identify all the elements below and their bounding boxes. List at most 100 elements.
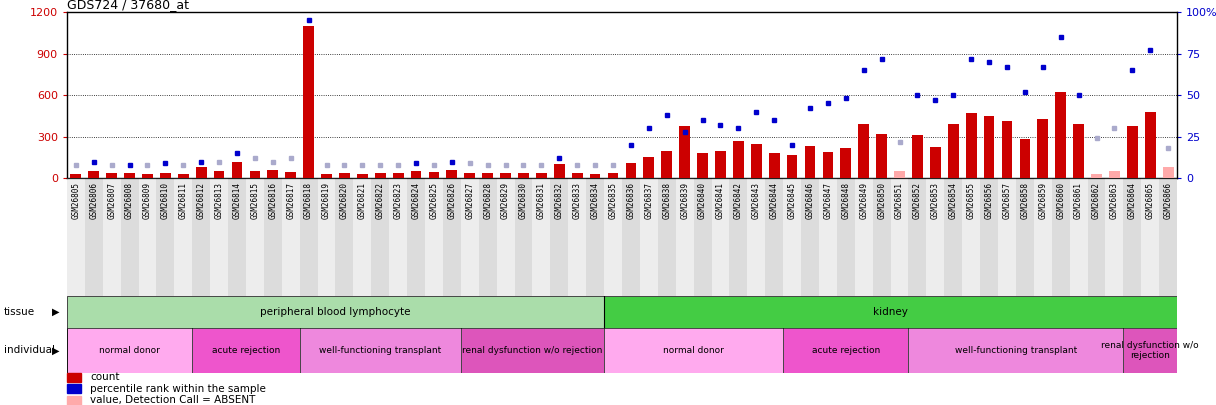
Text: GSM26834: GSM26834 bbox=[591, 182, 599, 219]
Text: GSM26865: GSM26865 bbox=[1145, 182, 1155, 219]
Text: GSM26805: GSM26805 bbox=[72, 182, 80, 219]
Text: GSM26843: GSM26843 bbox=[751, 182, 761, 219]
Bar bbox=[1055, 92, 1066, 178]
Bar bbox=[214, 171, 225, 178]
Bar bbox=[783, 178, 801, 296]
Text: GSM26856: GSM26856 bbox=[985, 182, 993, 219]
Text: GSM26811: GSM26811 bbox=[179, 182, 187, 219]
Text: GSM26820: GSM26820 bbox=[340, 182, 349, 219]
Bar bbox=[680, 126, 689, 178]
Bar bbox=[1105, 178, 1124, 296]
Bar bbox=[85, 178, 102, 296]
Bar bbox=[536, 173, 547, 178]
Bar bbox=[769, 153, 779, 178]
Text: GDS724 / 37680_at: GDS724 / 37680_at bbox=[67, 0, 188, 11]
Text: GSM26835: GSM26835 bbox=[608, 182, 618, 219]
Bar bbox=[192, 328, 299, 373]
Bar bbox=[658, 178, 676, 296]
Bar bbox=[124, 173, 135, 178]
Text: GSM26818: GSM26818 bbox=[304, 182, 313, 219]
Text: renal dysfunction w/o
rejection: renal dysfunction w/o rejection bbox=[1102, 341, 1199, 360]
Bar bbox=[174, 178, 192, 296]
Bar bbox=[908, 178, 927, 296]
Bar bbox=[465, 173, 475, 178]
Bar bbox=[514, 178, 533, 296]
Text: GSM26829: GSM26829 bbox=[501, 182, 510, 219]
Text: GSM26849: GSM26849 bbox=[860, 182, 868, 219]
Text: peripheral blood lymphocyte: peripheral blood lymphocyte bbox=[260, 307, 411, 317]
Bar bbox=[945, 178, 962, 296]
Bar bbox=[196, 167, 207, 178]
Bar bbox=[643, 158, 654, 178]
Bar bbox=[249, 171, 260, 178]
Bar bbox=[715, 151, 726, 178]
Bar bbox=[1127, 126, 1138, 178]
Bar bbox=[787, 155, 798, 178]
Text: ▶: ▶ bbox=[52, 345, 60, 355]
Bar bbox=[697, 153, 708, 178]
Text: GSM26857: GSM26857 bbox=[1002, 182, 1012, 219]
Bar bbox=[1109, 171, 1120, 178]
Text: acute rejection: acute rejection bbox=[212, 346, 280, 355]
Bar bbox=[751, 144, 761, 178]
Bar bbox=[1144, 112, 1155, 178]
Bar bbox=[1142, 178, 1159, 296]
Bar bbox=[966, 113, 976, 178]
Bar bbox=[1034, 178, 1052, 296]
Bar bbox=[873, 178, 890, 296]
Bar bbox=[371, 178, 389, 296]
Bar bbox=[1124, 178, 1142, 296]
Text: GSM26819: GSM26819 bbox=[322, 182, 331, 219]
Bar bbox=[608, 173, 619, 178]
Bar bbox=[161, 173, 170, 178]
Bar bbox=[89, 171, 100, 178]
Text: GSM26826: GSM26826 bbox=[447, 182, 456, 219]
Bar bbox=[496, 178, 514, 296]
Bar bbox=[551, 178, 568, 296]
Text: GSM26846: GSM26846 bbox=[805, 182, 815, 219]
Text: GSM26813: GSM26813 bbox=[214, 182, 224, 219]
Bar bbox=[192, 178, 210, 296]
Bar bbox=[604, 296, 1177, 328]
Text: value, Detection Call = ABSENT: value, Detection Call = ABSENT bbox=[90, 395, 255, 405]
Text: well-functioning transplant: well-functioning transplant bbox=[955, 346, 1077, 355]
Bar bbox=[1091, 174, 1102, 178]
Text: GSM26806: GSM26806 bbox=[89, 182, 98, 219]
Text: percentile rank within the sample: percentile rank within the sample bbox=[90, 384, 266, 394]
Text: GSM26822: GSM26822 bbox=[376, 182, 384, 219]
Bar bbox=[1002, 122, 1013, 178]
Bar bbox=[518, 173, 529, 178]
Bar bbox=[533, 178, 551, 296]
Bar bbox=[411, 171, 422, 178]
Bar bbox=[586, 178, 604, 296]
Text: GSM26817: GSM26817 bbox=[286, 182, 295, 219]
Bar bbox=[210, 178, 229, 296]
Bar bbox=[428, 172, 439, 178]
Bar bbox=[282, 178, 299, 296]
Bar bbox=[676, 178, 693, 296]
Text: GSM26844: GSM26844 bbox=[770, 182, 778, 219]
Text: GSM26812: GSM26812 bbox=[197, 182, 206, 219]
Text: GSM26840: GSM26840 bbox=[698, 182, 706, 219]
Bar bbox=[711, 178, 730, 296]
Bar bbox=[303, 26, 314, 178]
Text: GSM26860: GSM26860 bbox=[1057, 182, 1065, 219]
Text: GSM26842: GSM26842 bbox=[734, 182, 743, 219]
Bar bbox=[801, 178, 818, 296]
Text: GSM26862: GSM26862 bbox=[1092, 182, 1100, 219]
Bar bbox=[321, 174, 332, 178]
Bar bbox=[837, 178, 855, 296]
Bar bbox=[927, 178, 945, 296]
Text: normal donor: normal donor bbox=[100, 346, 161, 355]
Text: GSM26851: GSM26851 bbox=[895, 182, 903, 219]
Text: ▶: ▶ bbox=[52, 307, 60, 317]
Bar bbox=[604, 328, 783, 373]
Bar bbox=[286, 172, 295, 178]
Text: GSM26853: GSM26853 bbox=[931, 182, 940, 219]
Bar bbox=[231, 162, 242, 178]
Text: GSM26859: GSM26859 bbox=[1038, 182, 1047, 219]
Text: GSM26809: GSM26809 bbox=[143, 182, 152, 219]
Text: count: count bbox=[90, 373, 119, 382]
Bar bbox=[858, 124, 869, 178]
Text: GSM26821: GSM26821 bbox=[358, 182, 367, 219]
